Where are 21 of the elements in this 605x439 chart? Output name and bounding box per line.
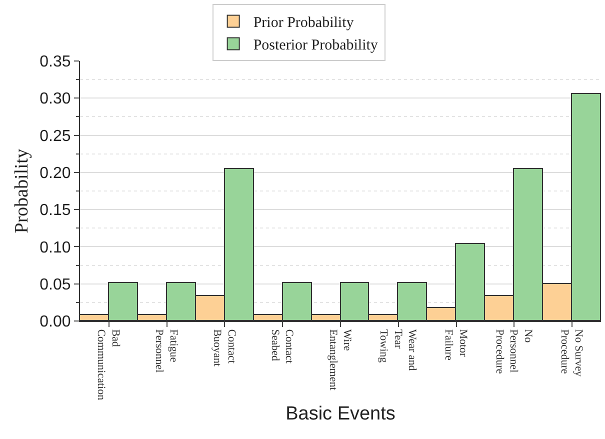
y-tick-label: 0.10: [40, 239, 71, 256]
x-tick-label: Motor Failure: [442, 329, 469, 360]
x-tick-label: Contact Seabed: [268, 329, 296, 364]
y-tick-label: 0.35: [40, 54, 71, 71]
y-tick-label: 0.20: [40, 165, 71, 182]
x-axis-title: Basic Events: [286, 403, 396, 424]
y-tick-label: 0.00: [40, 314, 71, 331]
legend-label: Posterior Probability: [253, 38, 378, 54]
x-tick-label: No Personnel Procedure: [493, 329, 534, 374]
x-tick-label: Bad Communication: [95, 329, 122, 401]
y-tick-label: 0.15: [40, 202, 71, 220]
x-tick-label: Wear and Tear Towing: [378, 329, 418, 372]
y-tick-label: 0.30: [40, 90, 71, 108]
y-axis-title: Probability: [12, 148, 33, 234]
x-tick-label: Wire Entanglement: [326, 329, 354, 390]
x-tick-label: No Survey Procedure: [558, 329, 585, 378]
y-tick-label: 0.05: [40, 276, 71, 294]
legend-label: Prior Probability: [253, 15, 354, 32]
x-tick-label: Contact Buoyant: [210, 329, 238, 366]
x-tick-label: Fatigue Personnel: [153, 329, 180, 373]
y-tick-label: 0.25: [40, 128, 71, 145]
